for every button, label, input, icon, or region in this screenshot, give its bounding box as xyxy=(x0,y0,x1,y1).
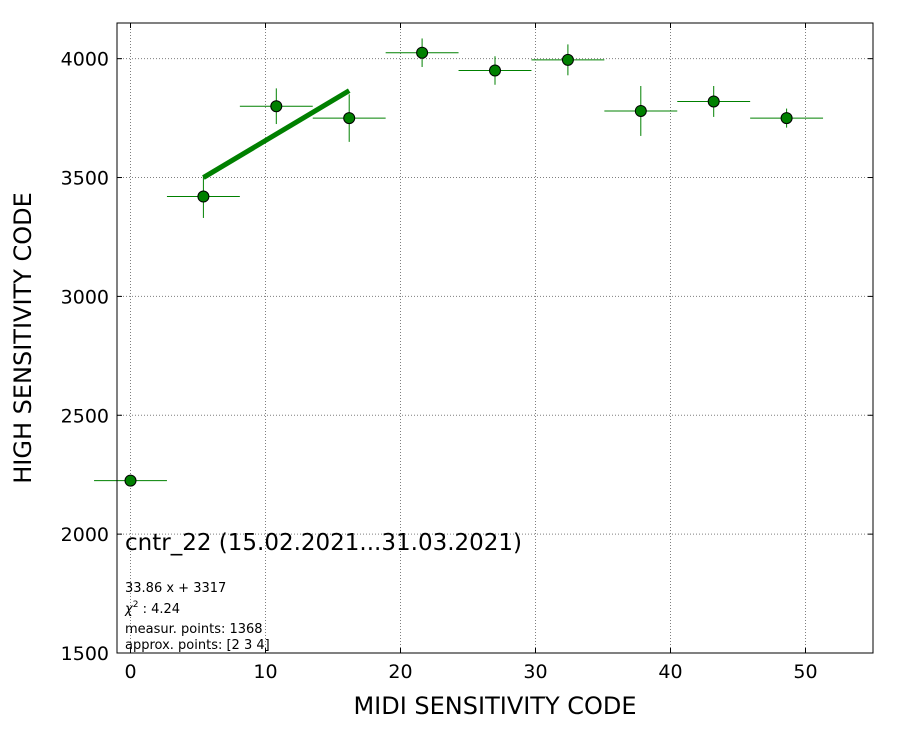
x-tick-label: 20 xyxy=(388,661,412,683)
y-tick-label: 3500 xyxy=(61,168,109,190)
x-axis-label: MIDI SENSITIVITY CODE xyxy=(353,692,636,720)
y-axis-label: HIGH SENSITIVITY CODE xyxy=(9,192,37,484)
fit-line-layer xyxy=(202,88,351,180)
plot-frame xyxy=(116,22,874,654)
grid xyxy=(117,23,873,653)
point-marker xyxy=(270,100,283,113)
point-marker xyxy=(197,190,210,203)
data-points xyxy=(94,38,824,487)
y-tick-label: 3000 xyxy=(61,286,109,308)
y-tick-label: 1500 xyxy=(61,643,109,665)
y-tick-label: 2000 xyxy=(61,524,109,546)
x-tick-label: 10 xyxy=(253,661,277,683)
chi2-label: χ2 : 4.24 xyxy=(124,600,180,617)
chi2-value: 4.24 xyxy=(151,602,180,617)
data-point xyxy=(239,88,313,125)
point-marker xyxy=(707,95,720,108)
data-point xyxy=(94,474,167,487)
series-title: cntr_22 (15.02.2021...31.03.2021) xyxy=(125,530,522,556)
data-point xyxy=(312,94,386,142)
measur-points: measur. points: 1368 xyxy=(125,622,263,637)
fit-equation: 33.86 x + 3317 xyxy=(125,581,226,596)
data-point xyxy=(458,56,532,85)
point-marker xyxy=(634,104,647,117)
point-marker xyxy=(780,112,793,125)
approx-points: approx. points: [2 3 4] xyxy=(125,638,270,653)
data-point xyxy=(531,44,605,76)
point-marker xyxy=(343,112,356,125)
data-point xyxy=(166,175,240,218)
x-tick-label: 50 xyxy=(793,661,817,683)
x-tick-label: 0 xyxy=(124,661,136,683)
point-marker xyxy=(489,64,501,77)
data-point xyxy=(385,38,459,67)
x-tick-label: 40 xyxy=(658,661,682,683)
x-tick-label: 30 xyxy=(523,661,547,683)
data-point xyxy=(750,108,824,128)
data-point xyxy=(604,86,678,136)
data-point xyxy=(677,86,751,117)
point-marker xyxy=(561,53,574,66)
fit-line xyxy=(202,88,351,180)
y-tick-label: 2500 xyxy=(61,405,109,427)
point-marker xyxy=(416,46,429,59)
point-marker xyxy=(124,474,137,487)
axis-ticks xyxy=(117,23,873,654)
y-tick-label: 4000 xyxy=(61,49,109,71)
tick-labels: 0 10 20 30 40 50 1500 2000 2500 3000 3500 4000 xyxy=(61,49,818,683)
